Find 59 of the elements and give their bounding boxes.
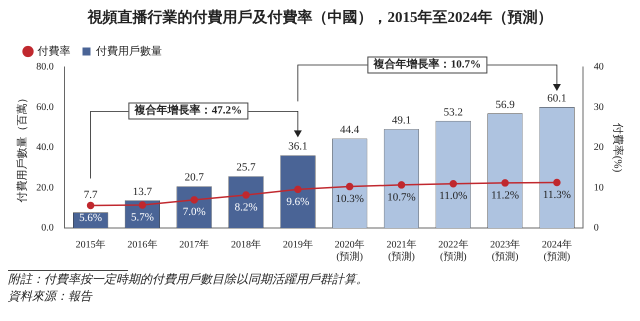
legend-label: 付費用戶數量	[96, 44, 162, 58]
y2-axis-title: 付費率(%)	[612, 122, 625, 173]
data-label: 5.7%	[130, 211, 154, 224]
y-tick-label: 20.0	[36, 182, 54, 194]
x-tick-label: 2022年 (預測)	[438, 238, 468, 263]
point	[294, 186, 302, 194]
point	[501, 179, 509, 187]
data-label: 20.7	[184, 172, 204, 184]
data-label: 7.0%	[182, 206, 206, 218]
x-tick-label: 2017年	[179, 238, 210, 251]
annotation: 複合年增長率：10.7%	[368, 56, 487, 74]
data-label: 5.6%	[79, 212, 102, 224]
data-label: 53.2	[444, 106, 463, 118]
data-label: 11.2%	[491, 189, 520, 202]
x-tick-label: 2023年 (預測)	[490, 238, 520, 263]
y2-tick-label: 0	[594, 222, 599, 234]
data-label: 60.1	[547, 92, 567, 104]
x-tick-label: 2019年	[282, 238, 313, 251]
point	[450, 180, 458, 188]
data-label: 8.2%	[234, 201, 258, 214]
data-label: 44.4	[340, 124, 360, 136]
y-tick-label: 40.0	[36, 142, 54, 154]
source-note: 資料來源：報告	[8, 288, 94, 305]
data-label: 36.1	[288, 140, 308, 153]
point	[398, 181, 406, 189]
y-tick-label: 80.0	[36, 62, 54, 73]
y2-tick-label: 40	[594, 62, 604, 73]
x-tick-label: 2015年	[76, 238, 106, 251]
data-label: 49.1	[392, 114, 412, 127]
y2-tick-label: 30	[594, 102, 604, 113]
y-axis-title: 付費用戶數量（百萬）	[15, 92, 28, 202]
data-label: 10.3%	[335, 192, 364, 205]
y2-tick-label: 10	[594, 182, 604, 194]
x-tick-label: 2024年 (預測)	[542, 238, 572, 263]
legend-label: 付費率	[38, 44, 70, 58]
data-label: 9.6%	[286, 196, 310, 208]
x-tick-label: 2021年 (預測)	[386, 238, 416, 263]
text: 附註：付費率按一定時期的付費用戶數目除以同期活躍用戶群計算。	[8, 271, 369, 288]
point	[86, 202, 94, 210]
data-label: 25.7	[236, 162, 256, 174]
point	[138, 201, 146, 209]
x-tick-label: 2020年 (預測)	[334, 238, 365, 263]
point	[346, 182, 354, 190]
data-label: 13.7	[132, 186, 153, 198]
data-label: 11.0%	[439, 190, 468, 202]
y-tick-label: 60.0	[36, 102, 54, 113]
x-tick-label: 2018年	[231, 238, 262, 251]
y2-tick-label: 20	[594, 142, 604, 154]
point	[242, 191, 250, 199]
point	[553, 178, 561, 186]
data-label: 56.9	[495, 98, 516, 111]
data-label: 10.7%	[387, 191, 416, 204]
data-label: 11.3%	[542, 188, 571, 201]
x-tick-label: 2016年	[127, 238, 158, 251]
y-tick-label: 0.0	[41, 222, 54, 234]
annotation: 複合年增長率：47.2%	[128, 102, 248, 120]
data-label: 7.7	[84, 188, 98, 201]
chart-title: 視頻直播行業的付費用戶及付費率（中國），2015年至2024年（預測）	[86, 8, 554, 28]
point	[190, 196, 198, 204]
